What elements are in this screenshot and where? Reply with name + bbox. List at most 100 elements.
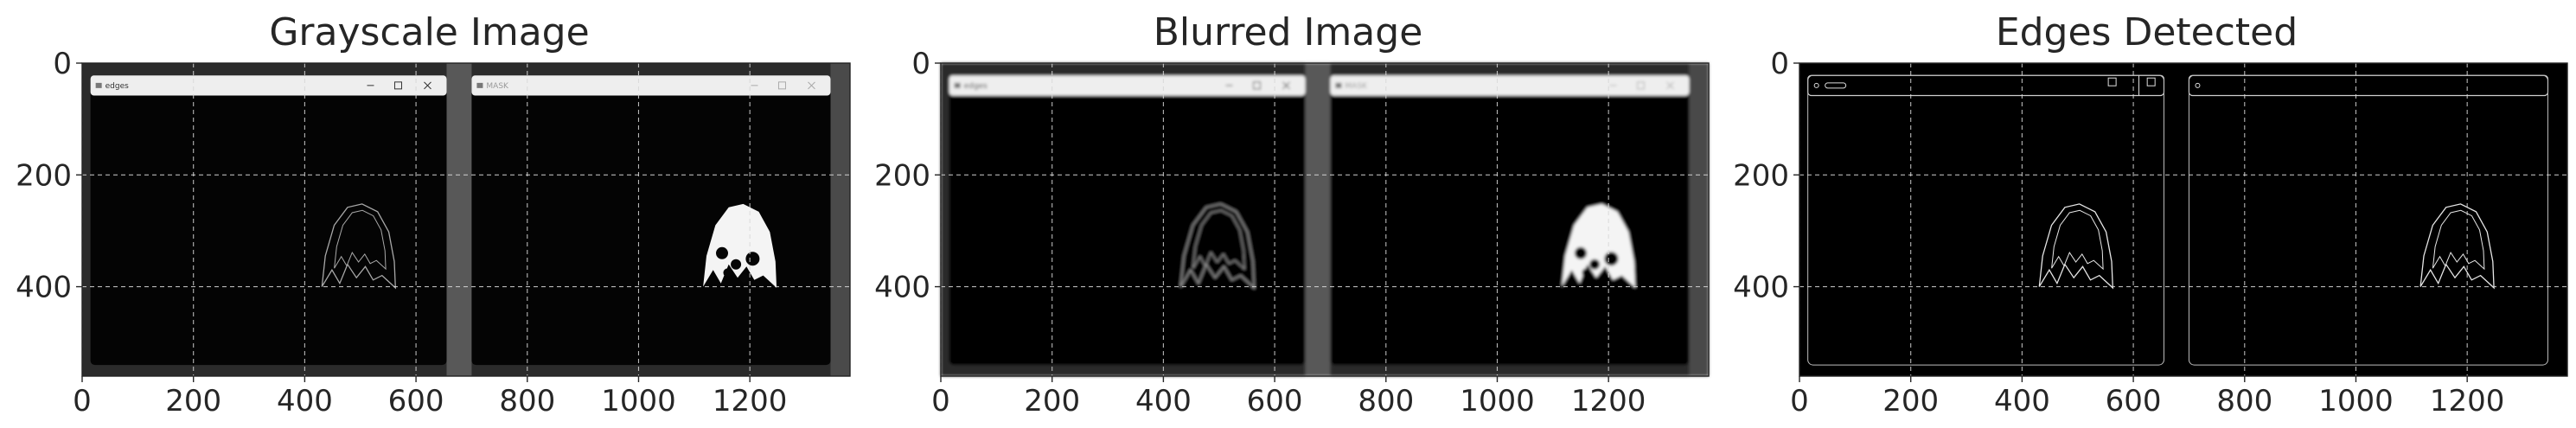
window-title: MASK bbox=[1345, 82, 1368, 91]
close-icon bbox=[1282, 81, 1290, 90]
object-inner-outline bbox=[2051, 209, 2104, 271]
window-titlebar bbox=[90, 75, 447, 96]
mask-hole bbox=[716, 246, 728, 259]
maximize-icon bbox=[393, 81, 402, 90]
window-titlebar bbox=[471, 75, 831, 96]
x-tick-label: 400 bbox=[1994, 384, 2050, 418]
chart-title: Blurred Image bbox=[1153, 10, 1423, 54]
x-tick-label: 200 bbox=[165, 384, 221, 418]
y-tick-label: 200 bbox=[16, 158, 72, 193]
window-body bbox=[1330, 75, 1690, 366]
x-tick-label: 800 bbox=[1358, 384, 1414, 418]
object-outline bbox=[2038, 203, 2114, 290]
x-tick-label: 0 bbox=[931, 384, 950, 418]
chart-axes: edges MASK 0 200 400 600 800 1000 1200 0 200 400 bbox=[16, 47, 851, 418]
window-icon bbox=[1813, 82, 1819, 88]
axes-frame bbox=[940, 62, 1710, 377]
object-inner-outline bbox=[334, 209, 387, 271]
y-tick-label: 200 bbox=[1733, 158, 1789, 193]
image-content: edges MASK bbox=[82, 63, 850, 376]
image-background bbox=[1799, 63, 2567, 376]
window-outline bbox=[2188, 74, 2548, 366]
y-tick-label: 400 bbox=[874, 271, 930, 305]
maximize-icon bbox=[777, 81, 786, 90]
panel-edges: Edges Detected 0 200 400 600 800 1000 1200 0 200… bbox=[1717, 0, 2576, 428]
mask-hole bbox=[739, 273, 749, 283]
window-app-icon bbox=[1335, 82, 1342, 88]
object-outline bbox=[1179, 203, 1256, 290]
image-content: edges MASK bbox=[941, 63, 1709, 376]
x-tick-label: 0 bbox=[73, 384, 92, 418]
mask-hole bbox=[1575, 246, 1587, 259]
maximize-icon bbox=[1636, 81, 1645, 90]
x-tick-label: 600 bbox=[2106, 384, 2162, 418]
panel-grayscale: Grayscale Image edges MASK 0 200 400 600 800 10… bbox=[0, 0, 859, 428]
window-gap bbox=[1305, 63, 1331, 376]
window-outline bbox=[1807, 74, 2164, 366]
mask-outline bbox=[2419, 203, 2495, 290]
x-tick-label: 1000 bbox=[601, 384, 676, 418]
x-tick-label: 600 bbox=[388, 384, 444, 418]
window-body bbox=[90, 75, 447, 366]
mask-hole bbox=[1604, 252, 1619, 266]
maximize-icon bbox=[1252, 81, 1261, 90]
y-tick-label: 0 bbox=[1770, 47, 1789, 81]
axes-frame bbox=[1799, 62, 2568, 377]
x-tick-label: 400 bbox=[277, 384, 333, 418]
y-tick-label: 200 bbox=[874, 158, 930, 193]
window-icon bbox=[2195, 82, 2201, 88]
mask-hole bbox=[731, 259, 742, 270]
window-titlebar bbox=[949, 75, 1306, 96]
x-tick-label: 1000 bbox=[2318, 384, 2394, 418]
axes-frame bbox=[81, 62, 851, 377]
chart-title: Grayscale Image bbox=[269, 10, 590, 54]
mask-inner-outline bbox=[2432, 209, 2485, 271]
y-tick-label: 400 bbox=[1733, 271, 1789, 305]
maximize-icon bbox=[2107, 77, 2117, 86]
close-icon bbox=[1666, 81, 1674, 90]
mask-hole bbox=[723, 268, 732, 278]
close-icon bbox=[808, 81, 815, 90]
x-tick-label: 1200 bbox=[713, 384, 788, 418]
chart-axes: edges MASK 0 200 400 600 800 1000 1200 0 200 400 bbox=[874, 47, 1710, 418]
object-mask bbox=[1562, 203, 1636, 288]
mask-hole bbox=[745, 252, 760, 266]
chart-axes: 0 200 400 600 800 1000 1200 0 200 400 bbox=[1733, 47, 2568, 418]
screen-edge bbox=[1689, 63, 1709, 376]
x-tick-label: 1000 bbox=[1460, 384, 1535, 418]
window-titlebar bbox=[1330, 75, 1690, 96]
screen-edge bbox=[830, 63, 850, 376]
window-title: MASK bbox=[486, 82, 509, 91]
mask-hole bbox=[1589, 259, 1601, 270]
y-tick-label: 400 bbox=[16, 271, 72, 305]
object-inner-outline bbox=[1192, 209, 1245, 271]
chart-title: Edges Detected bbox=[1995, 10, 2298, 54]
window-gap bbox=[446, 63, 472, 376]
window-body bbox=[471, 75, 831, 366]
image-content bbox=[1799, 63, 2567, 376]
mask-hole bbox=[1598, 273, 1608, 283]
close-icon bbox=[424, 81, 431, 90]
x-tick-label: 800 bbox=[499, 384, 555, 418]
window-title: edges bbox=[964, 82, 988, 91]
y-tick-label: 0 bbox=[911, 47, 930, 81]
title-outline bbox=[1825, 82, 1847, 89]
window-app-icon bbox=[95, 82, 102, 88]
window-app-icon bbox=[954, 82, 961, 88]
mask-hole bbox=[1582, 268, 1591, 278]
x-tick-label: 0 bbox=[1790, 384, 1809, 418]
x-tick-label: 800 bbox=[2216, 384, 2272, 418]
window-app-icon bbox=[476, 82, 483, 88]
y-tick-label: 0 bbox=[53, 47, 72, 81]
close-icon bbox=[2146, 77, 2156, 86]
x-tick-label: 1200 bbox=[1571, 384, 1646, 418]
x-tick-label: 200 bbox=[1024, 384, 1080, 418]
window-body bbox=[949, 75, 1306, 366]
x-tick-label: 400 bbox=[1135, 384, 1192, 418]
x-tick-label: 1200 bbox=[2430, 384, 2505, 418]
x-tick-label: 600 bbox=[1247, 384, 1303, 418]
object-outline bbox=[321, 203, 397, 290]
x-tick-label: 200 bbox=[1882, 384, 1939, 418]
object-mask bbox=[703, 203, 777, 288]
panel-blurred: Blurred Image edges MASK 0 200 400 600 800 1000… bbox=[859, 0, 1717, 428]
